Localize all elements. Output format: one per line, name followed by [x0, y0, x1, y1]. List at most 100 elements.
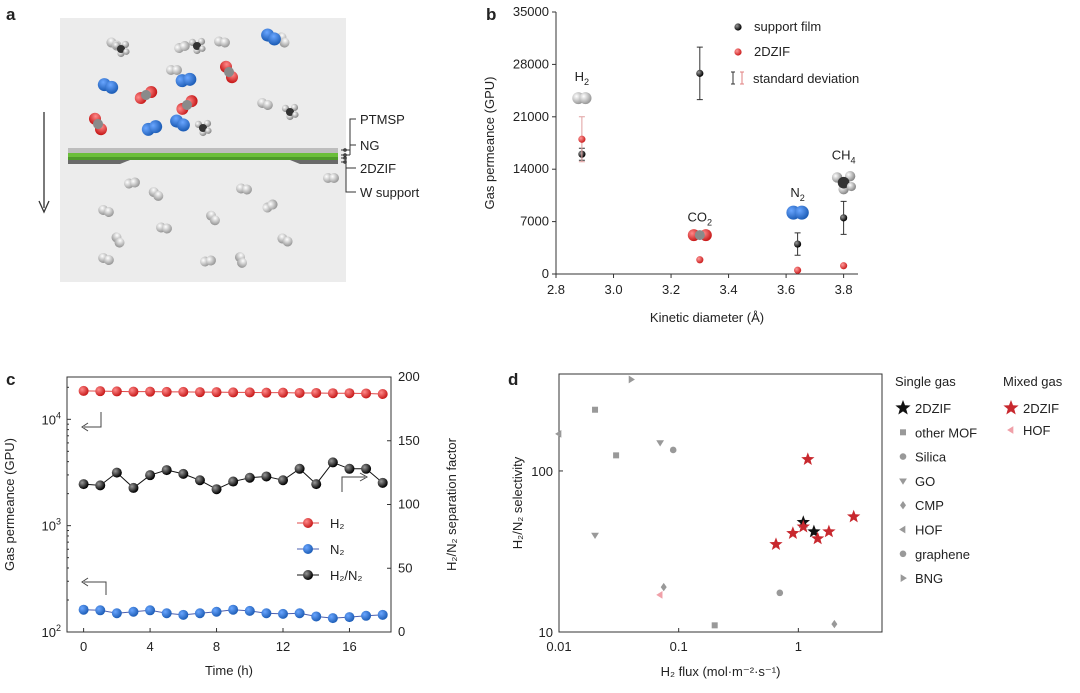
legend-marker-2 [899, 453, 907, 460]
x-axis-title: Kinetic diameter (Å) [650, 310, 764, 325]
point-single-gas-hof-0 [555, 429, 562, 438]
panel-b-marks [578, 46, 848, 274]
panel-a-schematic: PTMSP NG 2DZIF W support [38, 18, 420, 282]
point-series-2-11 [261, 471, 272, 482]
legend-marker-3 [899, 478, 907, 485]
gas-label-3: CH4 [832, 147, 856, 165]
point-series-2-9 [228, 476, 239, 487]
co2-molecule-0 [134, 86, 158, 104]
gas-label-0: H2 [575, 69, 589, 87]
y-tick-label-0: 0 [542, 266, 549, 281]
y-tick-label-5: 35000 [513, 4, 549, 19]
point-series-2-8 [211, 484, 222, 495]
right-y-tick-label-0: 0 [398, 624, 405, 639]
point-series-0-13 [294, 387, 305, 398]
point-series-0-4 [145, 386, 156, 397]
point-series-1-4 [145, 605, 156, 616]
point-series-1-15 [327, 613, 338, 624]
point-series-2-1 [95, 480, 106, 491]
panel-d-marks [555, 375, 861, 629]
point-series-1-14 [311, 611, 322, 622]
x-tick-label-5: 3.8 [835, 282, 853, 297]
point-mixed-gas-2dzif-6 [847, 509, 861, 523]
ch4-icon [831, 170, 856, 195]
point-single-gas-2dzif-1 [807, 524, 821, 538]
legend-label-2dzif: 2DZIF [754, 44, 790, 59]
layer-leader-lines [341, 118, 356, 193]
point-series-1-17 [361, 610, 372, 621]
point-support-film-2 [794, 240, 802, 248]
panel-label-a: a [6, 5, 16, 24]
right-y-axis-title: H₂/N₂ separation factor [444, 437, 459, 571]
legend-marker-0 [895, 400, 911, 415]
point-series-2-18 [377, 477, 388, 488]
layer-label-w-support: W support [360, 185, 420, 200]
point-series-2-7 [194, 475, 205, 486]
ch4-molecule-2 [281, 103, 299, 121]
h2-molecule-18 [234, 252, 248, 268]
point-series-0-6 [178, 386, 189, 397]
y-axis-title: Gas permeance (GPU) [482, 77, 497, 210]
ch4-molecule-3 [194, 119, 212, 137]
point-mixed-gas-2dzif-0 [801, 452, 815, 465]
legend-label-3: GO [915, 474, 935, 489]
legend-group-mixed-gas: Mixed gas [1003, 374, 1063, 389]
h2-molecule-14 [111, 232, 125, 248]
point-mixed-gas-2dzif-5 [822, 524, 836, 538]
right-y-tick-label-3: 150 [398, 433, 420, 448]
panel-c-chart: 0 4 8 12 16 102 103 104 0 50 100 150 200 Time (h) Gas … [2, 369, 459, 678]
left-y-tick-label-1: 103 [42, 517, 61, 534]
point-mixed-gas-hof-0 [656, 590, 663, 599]
h2-molecule-13 [156, 222, 172, 234]
point-2DZIF-2 [794, 266, 802, 274]
gas-molecules [89, 28, 339, 268]
panel-label-b: b [486, 5, 496, 24]
legend-label-7: BNG [915, 571, 943, 586]
panel-b-axes: 2.8 3.0 3.2 3.4 3.6 3.8 0 7000 14000 21000 28000 35… [482, 4, 858, 325]
h2-molecule-11 [206, 210, 220, 226]
legend-marker-support-film [734, 23, 742, 31]
point-series-2-0 [78, 479, 89, 490]
panel-b-chart: 2.8 3.0 3.2 3.4 3.6 3.8 0 7000 14000 21000 28000 35… [482, 4, 859, 325]
legend-group-single-gas: Single gas [895, 374, 956, 389]
point-single-gas-go-1 [656, 440, 665, 447]
point-series-0-18 [377, 389, 388, 400]
h2-molecule-5 [257, 97, 273, 111]
legend-label-8: 2DZIF [1023, 401, 1059, 416]
y-tick-label-1: 100 [531, 464, 553, 479]
co2-molecule-2 [176, 95, 198, 115]
x-tick-label-2: 8 [213, 639, 220, 654]
point-series-0-2 [111, 386, 122, 397]
right-y-tick-label-1: 50 [398, 560, 412, 575]
legend-label-1: other MOF [915, 425, 977, 440]
point-series-2-13 [294, 463, 305, 474]
co2-molecule-3 [89, 112, 107, 136]
point-series-2-12 [278, 475, 288, 486]
x-axis-title: H₂ flux (mol·m⁻²·s⁻¹) [661, 664, 781, 679]
axis-pointer-arrows [81, 412, 369, 595]
legend-label-n2: N₂ [330, 542, 344, 557]
point-series-0-5 [161, 386, 172, 397]
point-series-2-5 [161, 465, 172, 476]
point-series-2-15 [327, 457, 338, 468]
gas-label-2: N2 [790, 185, 804, 203]
legend-marker-n2 [303, 544, 313, 554]
x-tick-label-2: 3.2 [662, 282, 680, 297]
zif-layer [68, 157, 338, 160]
point-series-0-9 [228, 387, 239, 398]
point-mixed-gas-2dzif-2 [786, 526, 800, 539]
ptmsp-layer [68, 148, 338, 153]
point-single-gas-other-mof-1 [613, 452, 620, 459]
legend-label-0: 2DZIF [915, 401, 951, 416]
legend-marker-9 [1007, 426, 1014, 434]
left-y-tick-label-2: 104 [42, 410, 61, 427]
point-single-gas-silica-1 [776, 589, 784, 597]
h2-molecule-7 [148, 187, 164, 201]
co2-icon [687, 229, 712, 242]
point-series-2-3 [128, 482, 139, 493]
point-series-1-16 [344, 612, 355, 623]
point-series-1-0 [78, 604, 89, 615]
h2-molecule-6 [124, 177, 140, 189]
w-support-layer [68, 160, 338, 164]
